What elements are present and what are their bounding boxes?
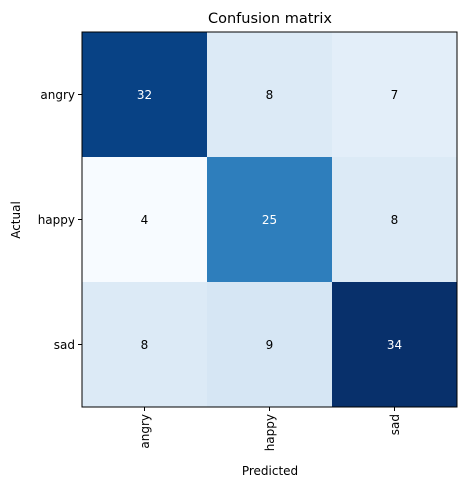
x-tick-label: happy [263, 414, 277, 451]
cell-value-label: 8 [141, 338, 149, 352]
cell-value-label: 9 [266, 338, 274, 352]
heatmap-cells: 32 8 7 4 25 8 8 9 34 [82, 32, 458, 408]
cell-value-label: 34 [387, 338, 402, 352]
cell-value-label: 4 [141, 213, 149, 227]
cell-value-label: 8 [266, 88, 274, 102]
y-tick-label: happy [38, 213, 75, 227]
cell-value-label: 32 [137, 88, 152, 102]
y-axis-label: Actual [9, 201, 23, 239]
y-tick-label: sad [54, 338, 75, 352]
cell-value-label: 8 [391, 213, 399, 227]
y-tick-label: angry [40, 88, 75, 102]
x-tick-label: angry [138, 414, 152, 449]
cell-value-label: 25 [262, 213, 277, 227]
x-tick-label: sad [388, 414, 402, 435]
chart-title: Confusion matrix [208, 11, 332, 27]
cell-value-label: 7 [391, 88, 399, 102]
x-axis-label: Predicted [242, 464, 298, 478]
